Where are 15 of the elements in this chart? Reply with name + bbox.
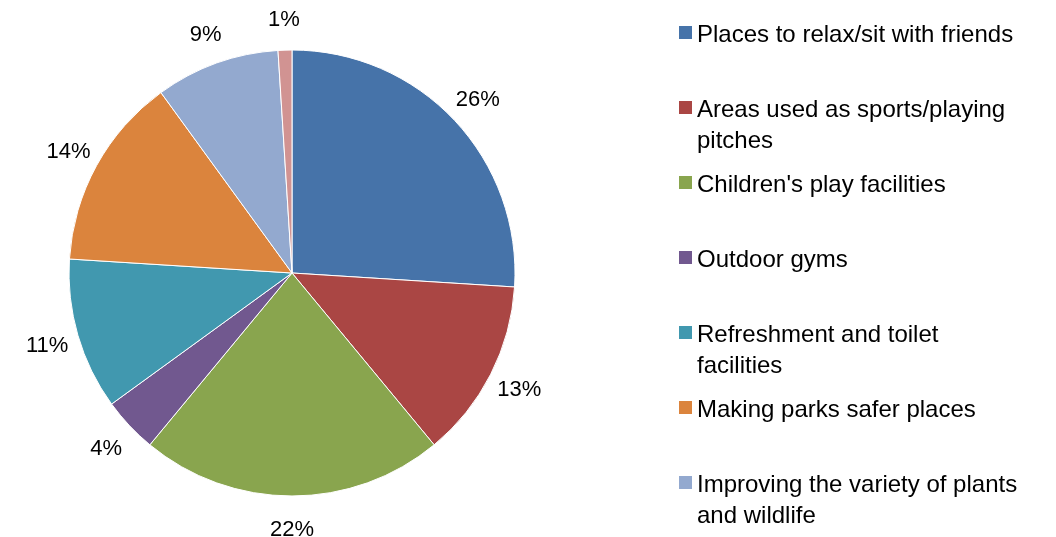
data-label: 14% bbox=[46, 137, 91, 163]
data-label: 22% bbox=[269, 515, 315, 537]
legend-label: Areas used as sports/playing pitches bbox=[697, 94, 1006, 153]
data-label: 1% bbox=[268, 5, 300, 31]
data-label: 13% bbox=[497, 376, 542, 402]
data-label: 26% bbox=[455, 85, 500, 111]
data-label: 9% bbox=[189, 20, 222, 46]
legend-label: Places to relax/sit with friends bbox=[697, 19, 1014, 47]
legend-label: Outdoor gyms bbox=[697, 244, 848, 272]
legend-label: Making parks safer places bbox=[697, 394, 976, 422]
legend-label: Improving the variety of plants and wildlife bbox=[697, 469, 1018, 528]
legend-label: Refreshment and toilet facilities bbox=[697, 319, 939, 378]
legend-label: Children's play facilities bbox=[697, 169, 946, 197]
data-label: 11% bbox=[25, 331, 69, 357]
data-label: 4% bbox=[90, 435, 123, 461]
